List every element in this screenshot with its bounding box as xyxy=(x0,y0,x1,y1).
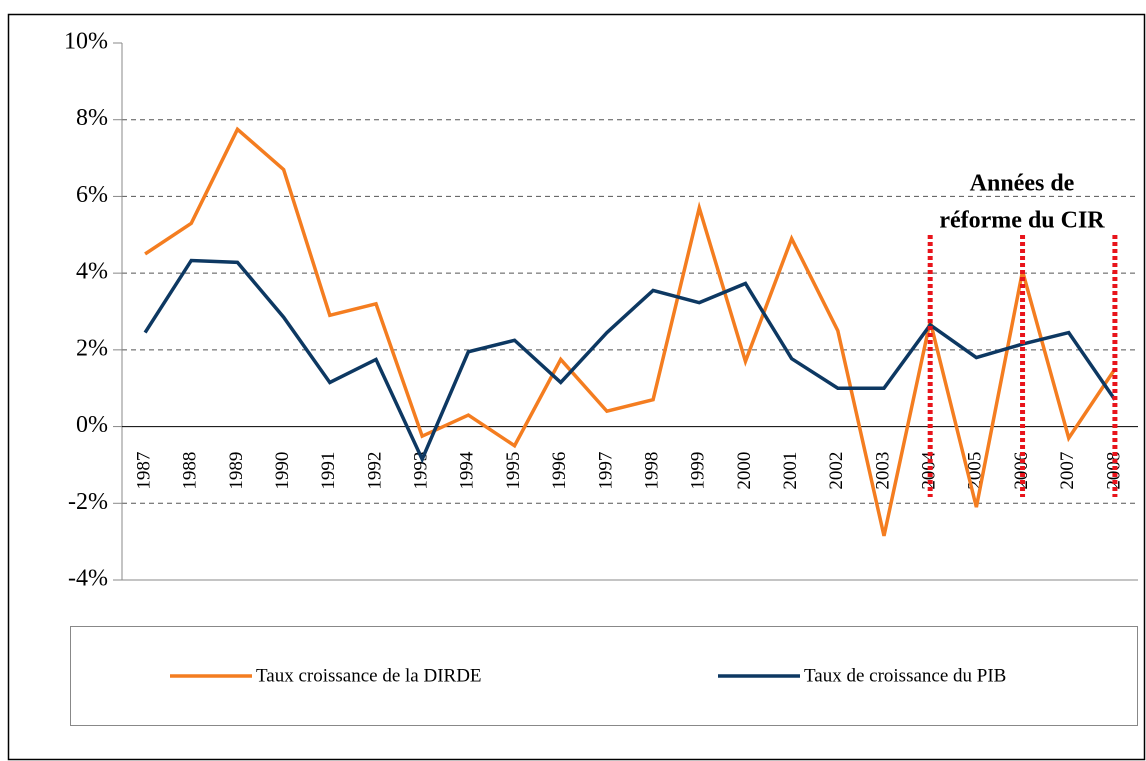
x-tick-label: 2000 xyxy=(734,452,755,490)
x-tick-label: 2003 xyxy=(872,452,893,490)
x-tick-label: 2008 xyxy=(1103,452,1124,490)
x-tick-label: 2001 xyxy=(780,452,801,490)
y-tick-label: 6% xyxy=(76,182,108,208)
x-tick-label: 1992 xyxy=(364,452,385,490)
x-tick-label: 2006 xyxy=(1011,452,1032,490)
x-tick-label: 2002 xyxy=(826,452,847,490)
y-tick-label: -4% xyxy=(68,566,108,592)
y-tick-label: 4% xyxy=(76,259,108,285)
legend-label: Taux de croissance du PIB xyxy=(804,665,1006,686)
annotation: réforme du CIR xyxy=(939,208,1105,234)
x-tick-label: 2004 xyxy=(919,451,940,490)
x-tick-label: 1987 xyxy=(133,452,154,490)
series-line xyxy=(143,258,1117,464)
x-tick-label: 1989 xyxy=(226,452,247,490)
annotation: Années de xyxy=(970,171,1075,197)
y-tick-label: 10% xyxy=(64,29,108,55)
x-tick-label: 1993 xyxy=(411,452,432,490)
x-tick-label: 1997 xyxy=(595,452,616,490)
x-tick-label: 1995 xyxy=(503,452,524,490)
legend-label: Taux croissance de la DIRDE xyxy=(256,665,482,686)
y-tick-label: 8% xyxy=(76,105,108,131)
x-tick-label: 1996 xyxy=(549,452,570,490)
x-tick-label: 1990 xyxy=(272,452,293,490)
x-tick-label: 1988 xyxy=(180,452,201,490)
x-tick-label: 1994 xyxy=(457,451,478,490)
x-tick-label: 1998 xyxy=(641,452,662,490)
x-tick-label: 1999 xyxy=(688,452,709,490)
series-line xyxy=(144,126,1117,537)
y-tick-label: 0% xyxy=(76,412,108,438)
x-tick-label: 1991 xyxy=(318,452,339,490)
y-tick-label: 2% xyxy=(76,335,108,361)
x-tick-label: 2007 xyxy=(1057,452,1078,490)
y-tick-label: -2% xyxy=(68,489,108,515)
